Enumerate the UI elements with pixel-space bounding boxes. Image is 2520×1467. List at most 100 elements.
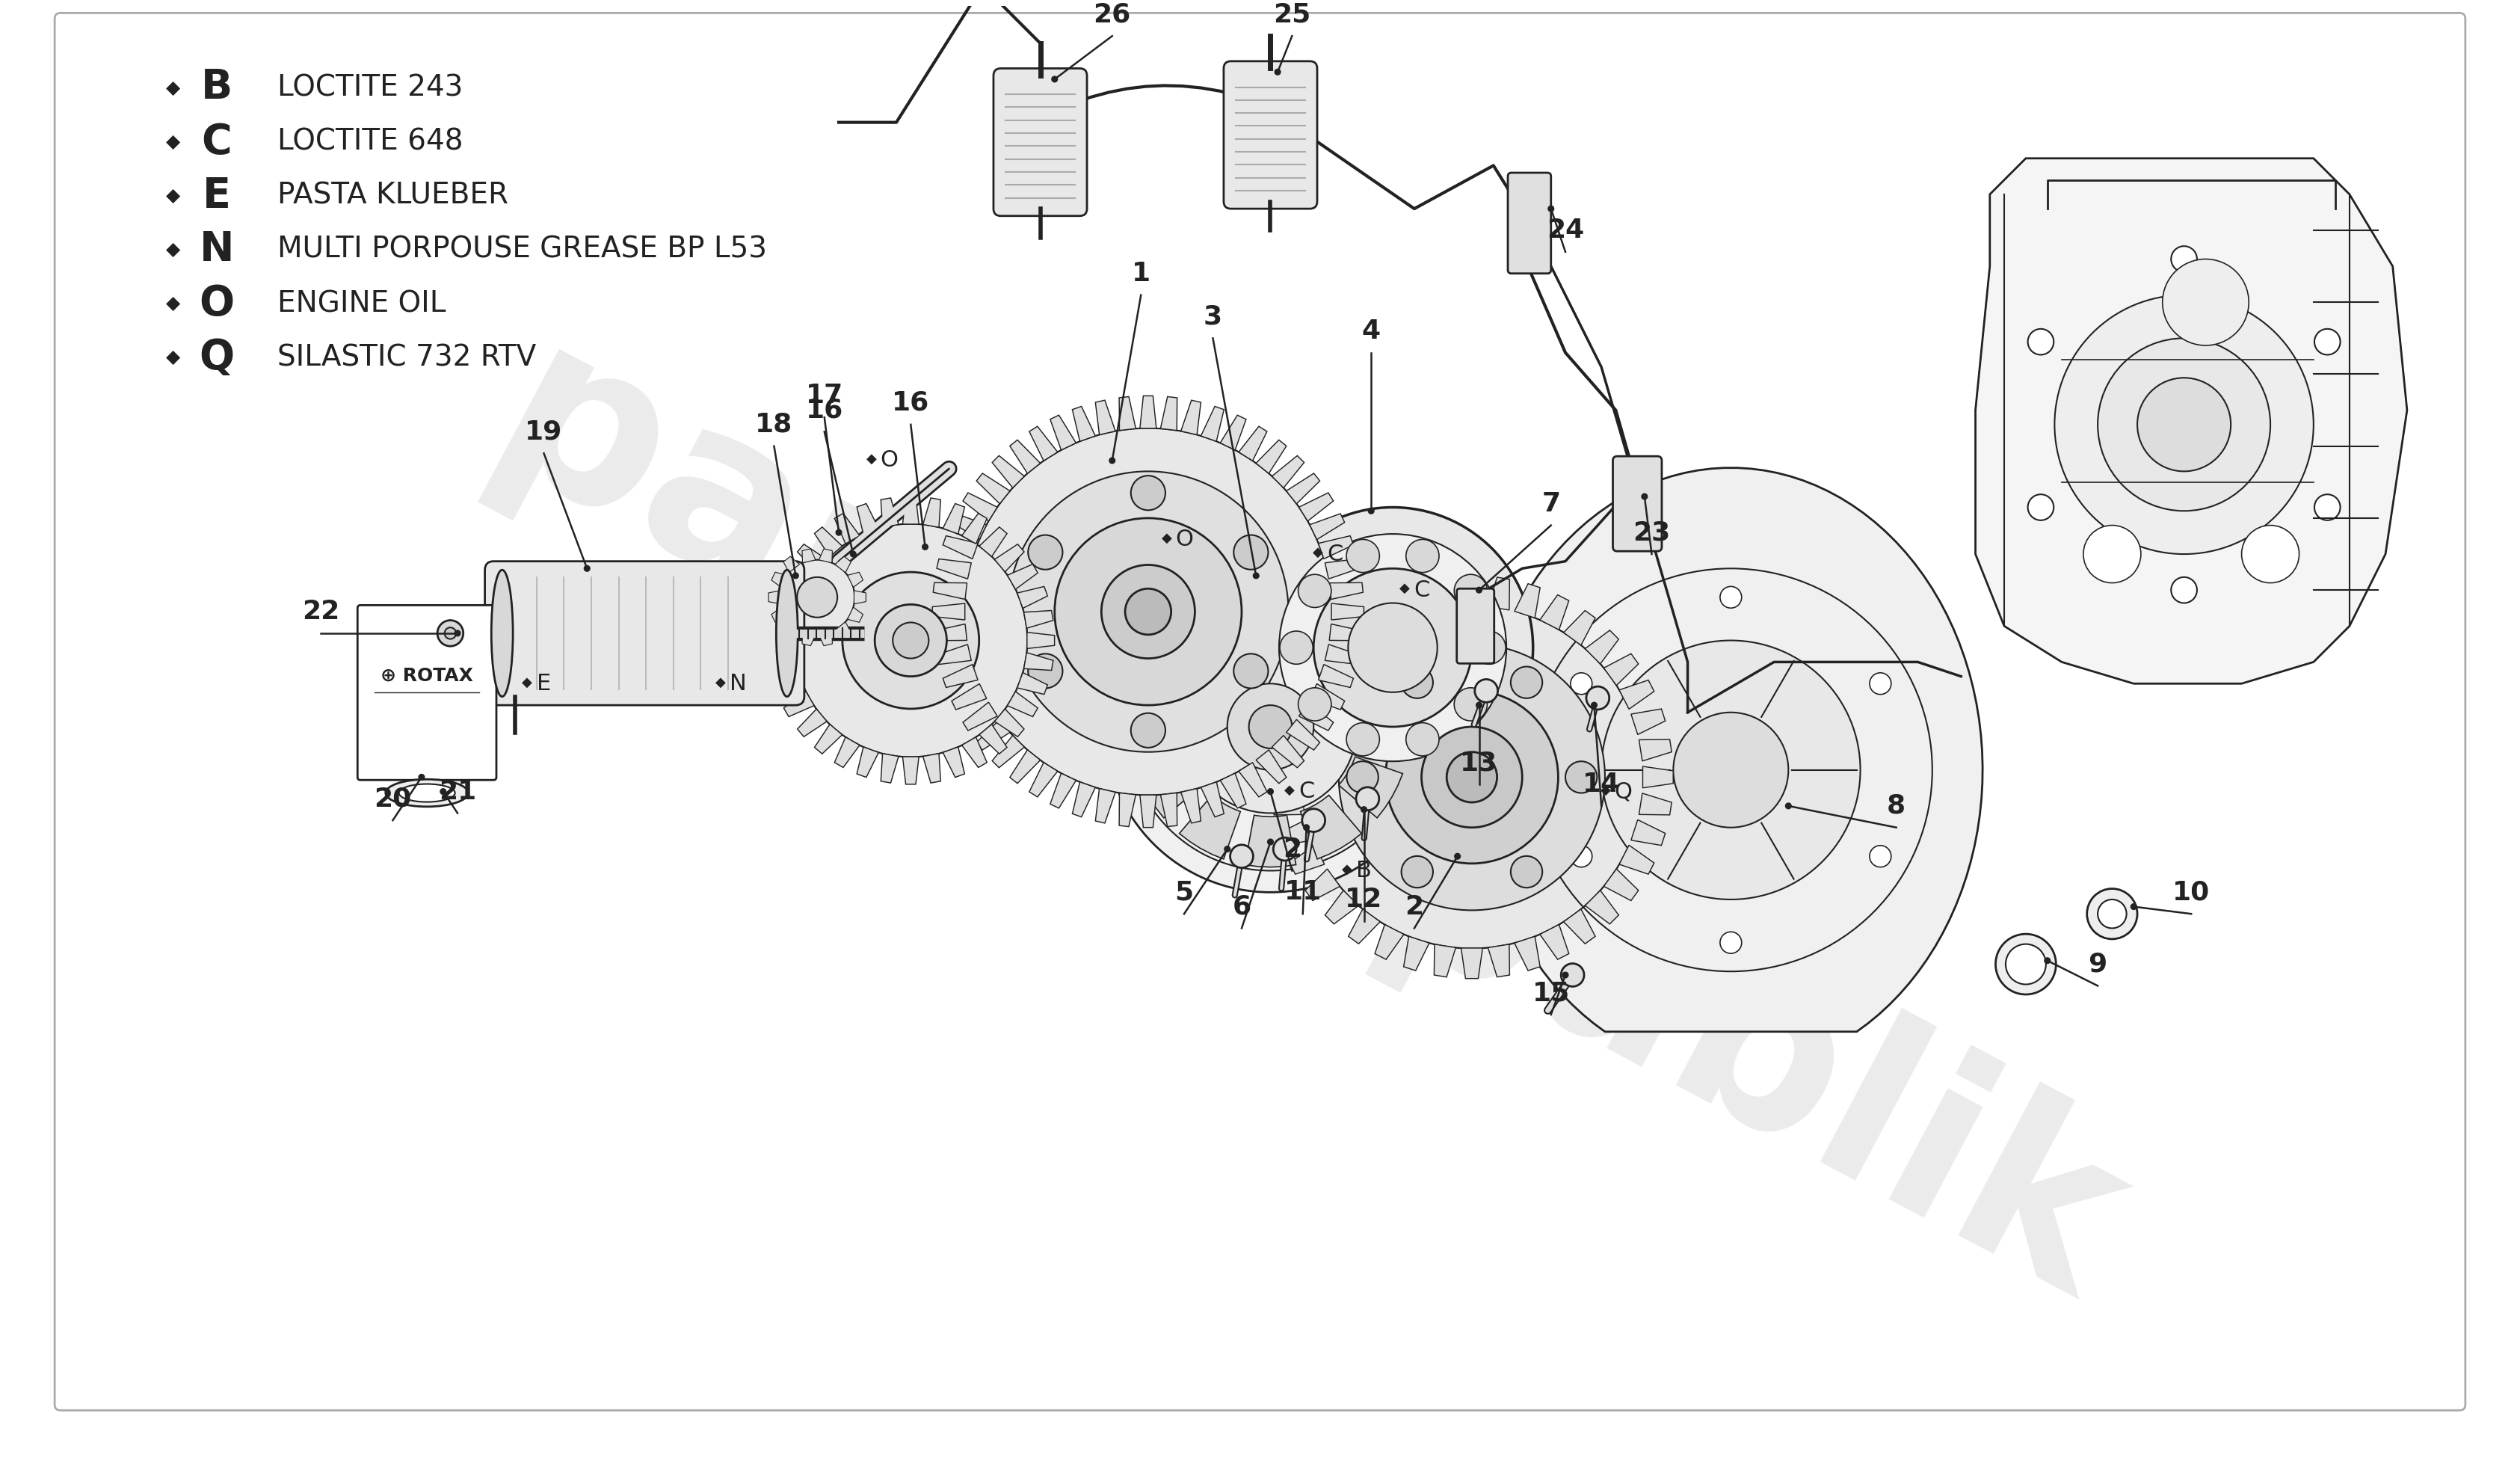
Circle shape — [1721, 587, 1741, 607]
Text: ◆: ◆ — [166, 295, 181, 312]
Circle shape — [1454, 688, 1487, 720]
Polygon shape — [937, 559, 970, 579]
Text: 10: 10 — [2172, 880, 2210, 905]
Polygon shape — [1620, 845, 1653, 874]
Polygon shape — [814, 527, 842, 556]
Text: 3: 3 — [1205, 304, 1222, 330]
Polygon shape — [801, 549, 816, 563]
Text: partsRepublik: partsRepublik — [459, 307, 2155, 1350]
Text: 6: 6 — [1232, 893, 1250, 920]
Text: 19: 19 — [524, 420, 562, 445]
Text: ◆: ◆ — [166, 186, 181, 205]
Polygon shape — [1255, 440, 1285, 474]
Polygon shape — [769, 653, 799, 670]
Text: 2: 2 — [1283, 836, 1300, 861]
Polygon shape — [766, 632, 794, 648]
Circle shape — [1008, 471, 1288, 753]
Text: 22: 22 — [302, 599, 340, 625]
Polygon shape — [1245, 816, 1295, 867]
Circle shape — [2097, 899, 2127, 929]
Text: ◆: ◆ — [1285, 783, 1295, 797]
Text: B: B — [202, 67, 232, 109]
Circle shape — [1386, 691, 1557, 864]
Text: 24: 24 — [1547, 217, 1585, 244]
Polygon shape — [1139, 757, 1202, 819]
Circle shape — [1131, 713, 1164, 748]
Polygon shape — [1540, 924, 1570, 959]
Polygon shape — [1162, 396, 1177, 430]
Circle shape — [2054, 295, 2313, 555]
Text: 16: 16 — [892, 390, 930, 415]
Circle shape — [1104, 562, 1436, 892]
Polygon shape — [1434, 945, 1457, 977]
Polygon shape — [774, 672, 804, 694]
Polygon shape — [963, 703, 998, 731]
Polygon shape — [1562, 610, 1595, 645]
Circle shape — [2006, 945, 2046, 984]
Polygon shape — [942, 503, 965, 534]
Text: Q: Q — [199, 337, 234, 378]
Text: 2: 2 — [1406, 893, 1424, 920]
Text: 13: 13 — [1459, 750, 1497, 776]
Text: ◆: ◆ — [1162, 531, 1172, 544]
Polygon shape — [1270, 766, 1300, 788]
Polygon shape — [1305, 868, 1341, 901]
Polygon shape — [1096, 789, 1116, 823]
Polygon shape — [796, 709, 827, 736]
Polygon shape — [1202, 406, 1225, 442]
Ellipse shape — [491, 569, 514, 697]
Polygon shape — [902, 757, 920, 785]
Polygon shape — [1326, 644, 1361, 665]
Polygon shape — [1278, 820, 1313, 845]
Polygon shape — [1585, 890, 1618, 924]
Polygon shape — [1220, 773, 1245, 808]
Circle shape — [1472, 631, 1504, 665]
Ellipse shape — [386, 779, 469, 807]
Polygon shape — [1245, 587, 1295, 638]
Polygon shape — [1305, 654, 1341, 685]
Circle shape — [1268, 789, 1273, 795]
Polygon shape — [1331, 582, 1363, 600]
Polygon shape — [1348, 910, 1381, 943]
Circle shape — [1870, 845, 1890, 867]
Circle shape — [1570, 673, 1593, 694]
Polygon shape — [834, 513, 859, 544]
Circle shape — [438, 621, 464, 645]
Circle shape — [849, 552, 857, 557]
Text: LOCTITE 648: LOCTITE 648 — [277, 128, 464, 156]
Polygon shape — [1162, 792, 1177, 826]
Polygon shape — [1515, 936, 1540, 971]
Text: 12: 12 — [1346, 886, 1383, 912]
Polygon shape — [1074, 406, 1096, 442]
Ellipse shape — [776, 569, 799, 697]
Polygon shape — [801, 632, 816, 645]
Circle shape — [2313, 494, 2341, 521]
Polygon shape — [1630, 820, 1666, 845]
Polygon shape — [1179, 795, 1240, 860]
Polygon shape — [1338, 635, 1404, 697]
Text: N: N — [199, 229, 234, 270]
Text: O: O — [199, 283, 234, 324]
Circle shape — [965, 428, 1331, 795]
Polygon shape — [1119, 792, 1137, 826]
Circle shape — [1300, 606, 1643, 948]
Circle shape — [454, 631, 461, 637]
Circle shape — [1124, 588, 1172, 635]
Polygon shape — [1023, 610, 1053, 628]
Polygon shape — [1318, 665, 1353, 688]
Circle shape — [2243, 525, 2298, 582]
Circle shape — [1477, 703, 1482, 709]
Polygon shape — [1603, 654, 1638, 685]
Text: ◆: ◆ — [166, 133, 181, 151]
Polygon shape — [937, 644, 970, 665]
Circle shape — [779, 560, 854, 635]
Circle shape — [1280, 534, 1507, 761]
Text: 16: 16 — [806, 398, 844, 422]
Polygon shape — [1603, 868, 1638, 901]
Circle shape — [892, 622, 930, 659]
Text: 8: 8 — [1887, 794, 1905, 819]
Text: ◆: ◆ — [1399, 582, 1409, 596]
Text: C: C — [1414, 579, 1429, 601]
Text: ENGINE OIL: ENGINE OIL — [277, 289, 446, 318]
Polygon shape — [975, 719, 1011, 750]
